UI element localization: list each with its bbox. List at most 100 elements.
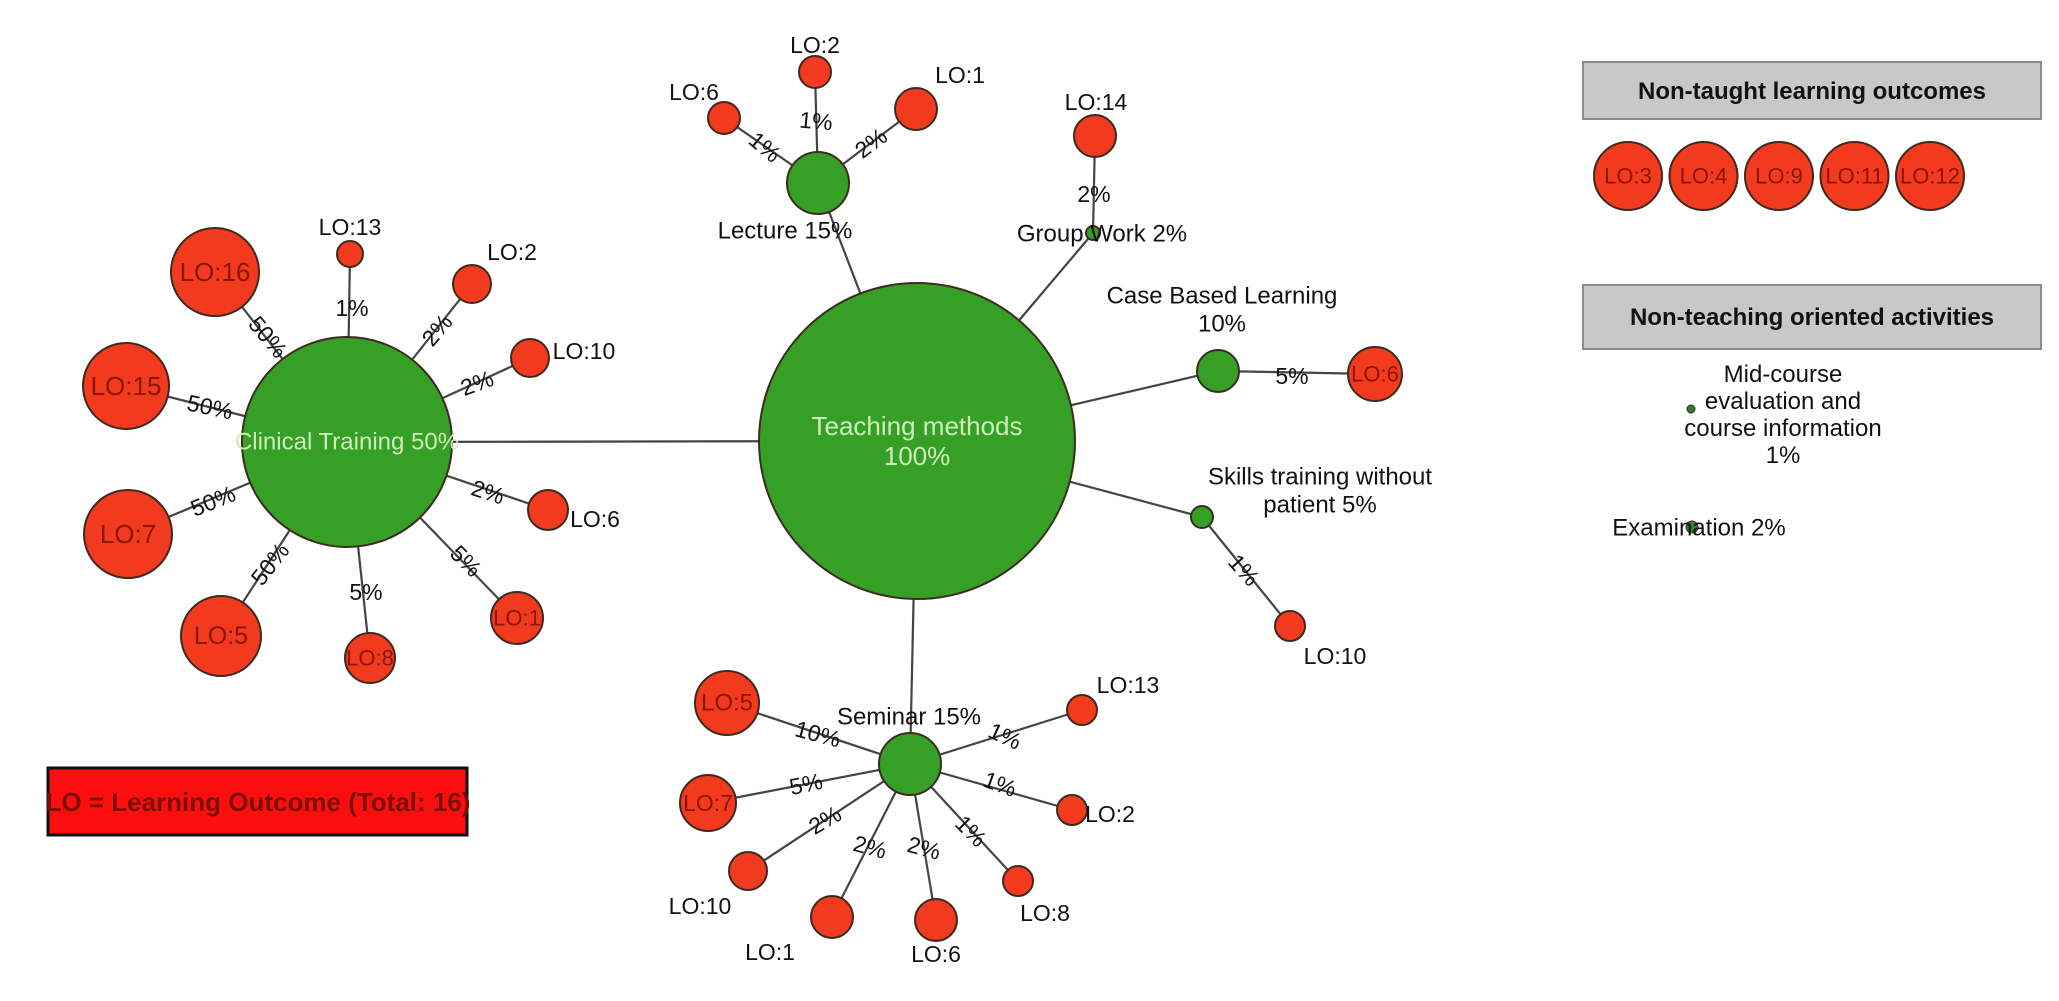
node-label-l_lo2: LO:2 <box>790 32 840 58</box>
edge-label-lecture-l_lo6: 1% <box>744 126 786 167</box>
edge-label-clinical-cl_lo1: 5% <box>445 540 487 582</box>
node-label-se_lo1: LO:1 <box>745 939 795 965</box>
node-cl_lo6 <box>527 489 569 531</box>
node-cl_lo5 <box>180 595 262 677</box>
non-taught-label-lo-4: LO:4 <box>1680 164 1728 189</box>
edge-label-groupwork-lo14: 2% <box>1077 181 1110 207</box>
node-cl_lo13 <box>336 240 364 268</box>
edge-label-seminar-se_lo10: 2% <box>804 800 846 839</box>
non-taught-circle-lo-9 <box>1744 141 1814 211</box>
node-label-skills: patient 5% <box>1263 492 1376 519</box>
node-label-groupwork: Group Work 2% <box>1017 221 1187 248</box>
node-label-cbl: Case Based Learning <box>1107 283 1338 310</box>
edge-label-seminar-se_lo7: 5% <box>787 768 825 800</box>
legend-label: LO = Learning Outcome (Total: 16) <box>46 787 471 817</box>
edge-label-seminar-se_lo13: 1% <box>984 717 1025 755</box>
edge-label-clinical-cl_lo8: 5% <box>349 579 382 605</box>
non-taught-circle-lo-3 <box>1593 141 1663 211</box>
examination-label: Examination 2% <box>1612 515 1785 542</box>
node-label-teaching: 100% <box>884 441 951 471</box>
node-label-se_lo7: LO:7 <box>683 790 733 816</box>
legend: LO = Learning Outcome (Total: 16) <box>46 766 471 837</box>
node-teaching <box>758 282 1076 600</box>
node-label-l_lo1: LO:1 <box>935 62 985 88</box>
edge-label-lecture-l_lo2: 1% <box>798 107 833 136</box>
non-taught-circles: LO:3 LO:4 LO:9 LO:11 LO:12 <box>1593 141 1965 211</box>
node-seminar <box>878 732 942 796</box>
edge-label-seminar-se_lo1: 2% <box>851 830 890 864</box>
non-taught-circle-lo-12 <box>1895 141 1965 211</box>
node-lo14 <box>1073 114 1117 158</box>
non-taught-label-lo-11: LO:11 <box>1825 164 1883 189</box>
node-l_lo6 <box>707 101 741 135</box>
edge-label-skills-s_lo10: 1% <box>1223 549 1265 591</box>
node-label-cl_lo6: LO:6 <box>570 506 620 532</box>
node-label-cl_lo2: LO:2 <box>487 239 537 265</box>
examination-dot <box>1685 520 1699 534</box>
non-taught-circle-lo-4 <box>1668 141 1739 211</box>
node-label-cl_lo13: LO:13 <box>319 214 382 240</box>
non-taught-header-box <box>1582 61 2042 120</box>
node-lecture <box>786 151 850 215</box>
edge-label-clinical-cl_lo6: 2% <box>468 474 508 509</box>
node-label-cl_lo5: LO:5 <box>194 622 248 650</box>
edge-label-clinical-cl_lo10: 2% <box>457 365 497 401</box>
node-label-c_lo6: LO:6 <box>1351 362 1399 387</box>
node-label-s_lo10: LO:10 <box>1304 643 1367 669</box>
node-label-clinical: Clinical Training 50% <box>235 429 459 456</box>
node-cbl <box>1196 349 1240 393</box>
node-se_lo10 <box>728 851 768 891</box>
edge-seminar-se_lo10 <box>747 763 911 872</box>
edge-label-cbl-c_lo6: 5% <box>1275 363 1308 389</box>
edge-label-seminar-se_lo2: 1% <box>980 766 1020 802</box>
edge-label-clinical-cl_lo5: 50% <box>246 538 295 590</box>
node-se_lo8 <box>1002 865 1034 897</box>
non-taught-label-lo-3: LO:3 <box>1604 164 1652 189</box>
node-label-cl_lo15: LO:15 <box>91 371 162 401</box>
non-taught-label-lo-9: LO:9 <box>1755 164 1803 189</box>
node-clinical <box>241 336 453 548</box>
node-label-lo14: LO:14 <box>1065 89 1128 115</box>
node-se_lo1 <box>810 895 854 939</box>
node-se_lo13 <box>1066 694 1098 726</box>
node-cl_lo1 <box>490 591 544 645</box>
node-label-cl_lo8: LO:8 <box>346 646 394 671</box>
node-se_lo7 <box>679 774 737 832</box>
edge-skills-s_lo10 <box>1201 516 1291 627</box>
node-c_lo6 <box>1347 346 1403 402</box>
node-s_lo10 <box>1274 610 1306 642</box>
node-cl_lo10 <box>510 338 550 378</box>
node-label-teaching: Teaching methods <box>811 411 1022 441</box>
mid-course-evaluation-label: 1% <box>1766 442 1801 469</box>
edge-label-lecture-l_lo1: 2% <box>850 123 892 164</box>
node-cl_lo2 <box>452 264 492 304</box>
non-taught-label-lo-12: LO:12 <box>1900 164 1960 189</box>
legend-box <box>46 766 469 837</box>
node-label-cl_lo1: LO:1 <box>493 606 541 631</box>
node-label-seminar: Seminar 15% <box>837 704 981 731</box>
node-skills <box>1190 505 1214 529</box>
mid-course-evaluation-label: course information <box>1684 415 1881 442</box>
edge-seminar-se_lo7 <box>707 762 911 805</box>
mid-course-evaluation-dot <box>1686 404 1696 414</box>
node-label-se_lo13: LO:13 <box>1097 672 1160 698</box>
mid-course-evaluation-label: evaluation and <box>1705 388 1861 415</box>
edge-label-clinical-cl_lo15: 50% <box>185 389 235 424</box>
non-taught-title: Non-taught learning outcomes <box>1638 78 1986 105</box>
node-label-skills: Skills training without <box>1208 464 1432 491</box>
node-label-se_lo2: LO:2 <box>1085 801 1135 827</box>
edge-label-clinical-cl_lo7: 50% <box>187 480 239 521</box>
node-label-cl_lo10: LO:10 <box>553 338 616 364</box>
node-cl_lo15 <box>82 342 170 430</box>
node-label-se_lo10: LO:10 <box>669 893 732 919</box>
mid-course-evaluation-label: Mid-course <box>1724 361 1843 388</box>
node-cl_lo8 <box>344 632 396 684</box>
node-groupwork <box>1085 225 1101 241</box>
node-label-cl_lo7: LO:7 <box>100 519 156 549</box>
node-l_lo1 <box>894 87 938 131</box>
panel-non-taught: Non-taught learning outcomes LO:3 LO:4 LO:… <box>1582 61 2042 211</box>
node-label-l_lo6: LO:6 <box>669 79 719 105</box>
node-l_lo2 <box>798 55 832 89</box>
